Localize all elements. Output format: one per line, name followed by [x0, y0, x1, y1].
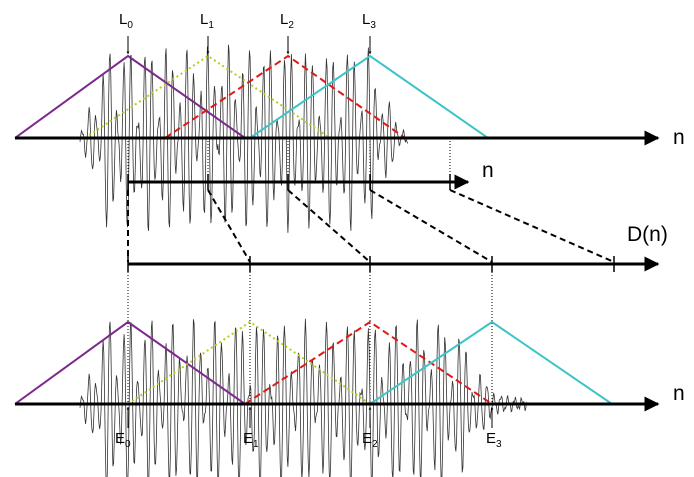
svg-text:L2: L2 [280, 11, 294, 31]
middle-n-axis-ticks [127, 174, 451, 190]
bottom-window-E0 [14, 320, 246, 405]
marker-L3: L3 [362, 11, 376, 55]
marker-E2: E2 [362, 406, 378, 450]
bottom-window-E1 [127, 320, 371, 405]
svg-text:E0: E0 [115, 430, 131, 450]
bottom-window-E2 [244, 320, 493, 405]
middle-section: n D(n) [127, 159, 668, 404]
middle-n-axis-label: n [482, 159, 494, 182]
top-section: n L0 L1 L2 L3 [14, 11, 685, 233]
marker-E0: E0 [115, 406, 131, 450]
D-axis-label: D(n) [627, 223, 668, 246]
svg-text:E2: E2 [362, 430, 378, 450]
marker-L1: L1 [200, 11, 214, 55]
top-window-L2 [164, 54, 406, 139]
bottom-waveform [79, 318, 529, 477]
bottom-projection-lines [127, 272, 493, 404]
D-axis-ticks [127, 256, 615, 272]
bottom-window-E3 [369, 320, 613, 405]
top-n-axis-label: n [673, 126, 685, 149]
marker-L0: L0 [119, 11, 133, 55]
svg-text:E1: E1 [243, 430, 259, 450]
marker-E3: E3 [486, 406, 502, 450]
svg-text:L3: L3 [362, 11, 376, 31]
svg-text:E3: E3 [486, 430, 502, 450]
svg-text:L1: L1 [200, 11, 214, 31]
bottom-section: n E0 E1 E2 E3 [14, 318, 685, 477]
marker-L2: L2 [280, 11, 294, 55]
top-window-L3 [249, 54, 489, 139]
top-waveform [79, 44, 408, 233]
warping-lines [127, 189, 615, 263]
marker-E1: E1 [243, 406, 259, 450]
bottom-n-axis-label: n [673, 382, 685, 405]
svg-text:L0: L0 [119, 11, 133, 31]
